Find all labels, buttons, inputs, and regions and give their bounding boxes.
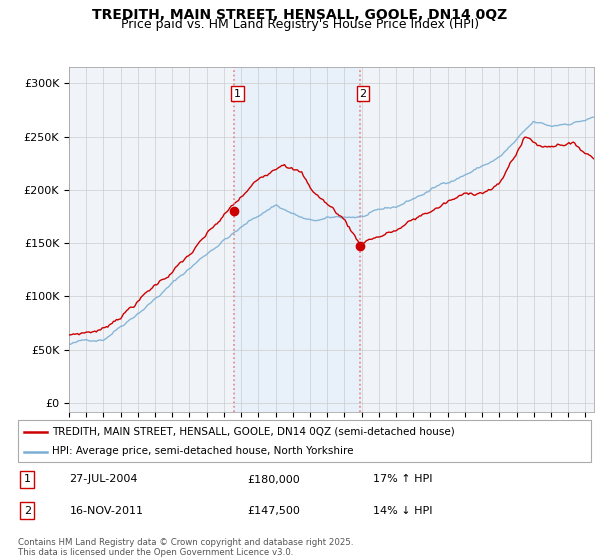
- Text: TREDITH, MAIN STREET, HENSALL, GOOLE, DN14 0QZ: TREDITH, MAIN STREET, HENSALL, GOOLE, DN…: [92, 8, 508, 22]
- FancyBboxPatch shape: [18, 420, 591, 462]
- Text: 1: 1: [24, 474, 31, 484]
- Text: 1: 1: [234, 88, 241, 99]
- Text: HPI: Average price, semi-detached house, North Yorkshire: HPI: Average price, semi-detached house,…: [52, 446, 354, 456]
- Text: TREDITH, MAIN STREET, HENSALL, GOOLE, DN14 0QZ (semi-detached house): TREDITH, MAIN STREET, HENSALL, GOOLE, DN…: [52, 427, 455, 437]
- Text: 16-NOV-2011: 16-NOV-2011: [70, 506, 143, 516]
- Text: 14% ↓ HPI: 14% ↓ HPI: [373, 506, 433, 516]
- Text: 2: 2: [359, 88, 367, 99]
- Bar: [234, 67, 359, 412]
- Text: 27-JUL-2004: 27-JUL-2004: [70, 474, 138, 484]
- Text: £147,500: £147,500: [247, 506, 300, 516]
- Text: 2: 2: [24, 506, 31, 516]
- Text: Contains HM Land Registry data © Crown copyright and database right 2025.
This d: Contains HM Land Registry data © Crown c…: [18, 538, 353, 557]
- Text: Price paid vs. HM Land Registry's House Price Index (HPI): Price paid vs. HM Land Registry's House …: [121, 18, 479, 31]
- Text: £180,000: £180,000: [247, 474, 300, 484]
- Text: 17% ↑ HPI: 17% ↑ HPI: [373, 474, 433, 484]
